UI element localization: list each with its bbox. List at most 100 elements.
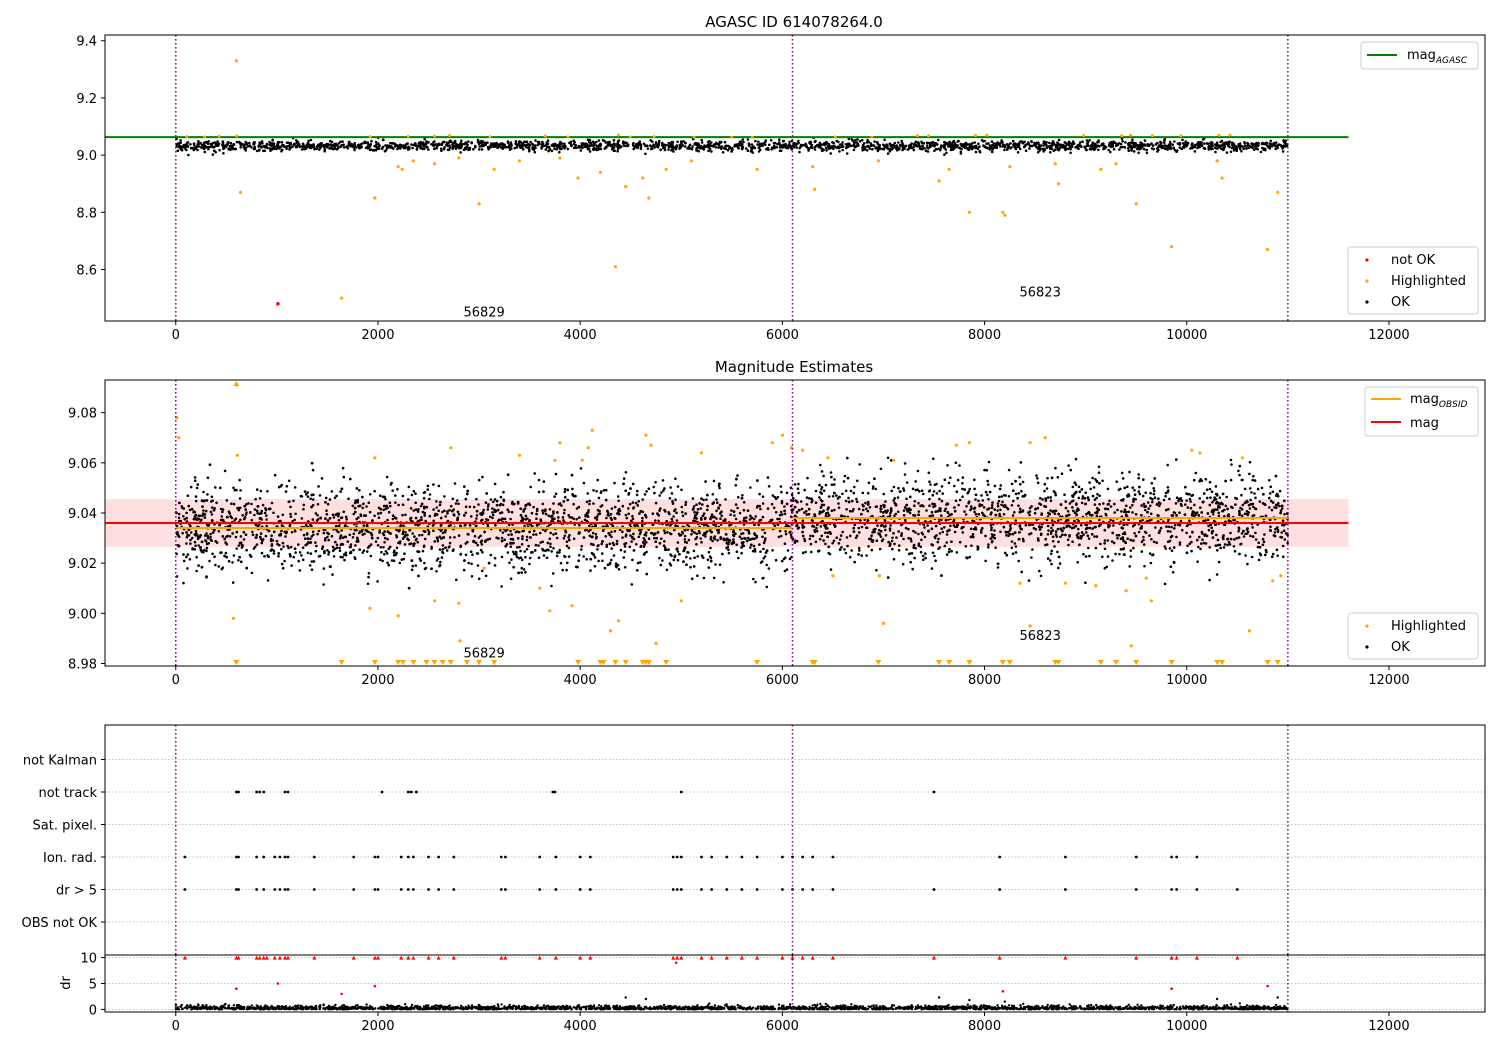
ok-point	[693, 510, 696, 514]
ok-point	[339, 535, 342, 538]
ok-point	[676, 485, 680, 488]
ok-point	[1153, 496, 1157, 500]
ok-point	[423, 561, 426, 565]
ok-point	[408, 529, 411, 532]
ok-point	[563, 554, 566, 558]
ok-point	[926, 150, 930, 153]
ok-point	[951, 141, 955, 144]
ok-point	[958, 540, 962, 544]
ok-point	[1254, 531, 1257, 535]
ok-point	[1129, 555, 1132, 558]
ok-point	[852, 508, 855, 511]
highlighted-point	[870, 135, 874, 139]
ok-point	[1198, 535, 1201, 539]
ok-point	[616, 145, 619, 148]
ok-point	[224, 551, 228, 555]
ok-point	[690, 533, 693, 536]
ok-point	[940, 518, 943, 522]
ok-point	[584, 513, 587, 517]
ok-point	[808, 497, 811, 500]
ok-point	[676, 541, 680, 544]
ok-point	[430, 143, 433, 146]
ok-point	[779, 149, 783, 152]
ok-point	[463, 146, 467, 150]
ok-point	[383, 495, 387, 499]
ok-point	[1050, 526, 1053, 530]
ok-point	[600, 542, 603, 546]
ok-point	[782, 143, 785, 147]
ok-point	[472, 148, 475, 151]
ok-point	[946, 142, 949, 146]
ok-point	[1082, 552, 1085, 556]
ok-point	[781, 139, 785, 143]
ok-point	[384, 144, 387, 147]
ok-point	[569, 141, 572, 145]
ok-point	[732, 534, 736, 538]
ok-point	[761, 502, 765, 505]
ok-point	[809, 140, 812, 144]
ok-point	[937, 547, 940, 550]
ok-point	[432, 508, 435, 511]
highlighted-point	[400, 167, 404, 171]
ok-point	[659, 563, 663, 567]
ok-point	[453, 144, 457, 148]
ok-point	[1280, 507, 1284, 510]
ok-point	[293, 486, 297, 489]
ok-point	[1074, 512, 1077, 515]
ok-point	[871, 147, 874, 151]
ok-point	[1271, 490, 1275, 494]
ok-point	[724, 498, 727, 501]
ok-point	[1084, 581, 1087, 584]
ok-point	[435, 506, 439, 509]
ok-point	[1057, 540, 1060, 544]
ok-point	[724, 144, 727, 148]
ok-point	[561, 568, 564, 572]
ok-point	[716, 142, 719, 146]
ok-point	[854, 536, 858, 539]
ok-point	[401, 537, 405, 540]
ok-point	[1150, 142, 1153, 145]
ok-point	[709, 515, 713, 519]
ok-point	[586, 492, 589, 495]
ok-point	[675, 519, 679, 522]
ok-point	[476, 138, 480, 142]
ok-point	[599, 142, 602, 146]
ok-point	[1109, 518, 1112, 522]
ok-point	[1249, 534, 1252, 538]
ok-point	[819, 463, 822, 467]
ok-point	[1127, 149, 1131, 152]
ok-point	[722, 581, 725, 584]
ok-point	[423, 537, 427, 541]
ok-point	[719, 517, 722, 520]
ok-point	[577, 559, 580, 562]
ok-point	[493, 556, 497, 560]
ok-point	[577, 532, 581, 535]
ok-point	[779, 485, 783, 488]
ok-point	[1144, 491, 1147, 495]
ok-point	[1071, 506, 1074, 509]
ok-point	[701, 146, 704, 150]
highlighted-point	[1215, 159, 1219, 163]
ok-point	[1091, 476, 1094, 480]
ok-point	[460, 139, 463, 143]
ok-point	[448, 536, 452, 539]
ok-point	[508, 146, 512, 149]
ok-point	[1215, 573, 1219, 576]
ok-point	[746, 149, 750, 152]
ok-point	[697, 149, 700, 153]
ok-point	[368, 148, 372, 152]
ok-point	[529, 140, 532, 144]
ok-point	[933, 554, 936, 558]
ok-point	[1214, 146, 1217, 149]
ok-point	[760, 142, 763, 146]
ok-point	[700, 541, 703, 544]
ok-point	[914, 144, 918, 148]
ok-point	[946, 464, 949, 467]
ok-point	[572, 537, 576, 540]
ok-point	[528, 149, 531, 153]
ok-point	[901, 148, 904, 152]
ok-point	[1098, 518, 1101, 522]
ok-point	[653, 145, 656, 148]
ok-point	[854, 138, 857, 142]
ok-point	[404, 513, 407, 517]
